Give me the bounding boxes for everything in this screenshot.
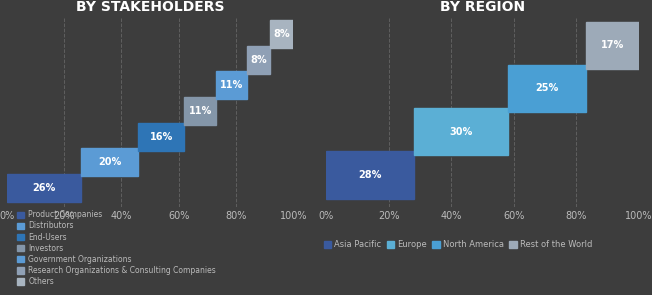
Bar [413, 108, 507, 155]
Text: 8%: 8% [250, 55, 267, 65]
Text: 11%: 11% [220, 80, 243, 90]
Bar [248, 46, 271, 74]
Bar [271, 20, 293, 48]
Bar [326, 151, 413, 199]
Text: 11%: 11% [188, 106, 212, 116]
Title: BY STAKEHOLDERS: BY STAKEHOLDERS [76, 0, 224, 14]
Text: 25%: 25% [535, 83, 558, 94]
Bar [216, 71, 248, 99]
Text: 26%: 26% [32, 183, 55, 193]
Text: 20%: 20% [98, 157, 121, 167]
Bar [507, 65, 585, 112]
Text: 28%: 28% [358, 170, 381, 180]
Legend: Asia Pacific, Europe, North America, Rest of the World: Asia Pacific, Europe, North America, Res… [323, 240, 592, 249]
Bar [81, 148, 138, 176]
Bar [7, 174, 81, 202]
Bar [585, 22, 639, 69]
Bar [185, 97, 216, 125]
Text: 8%: 8% [274, 29, 290, 39]
Title: BY REGION: BY REGION [440, 0, 525, 14]
Legend: Product Companies, Distributors, End-Users, Investors, Government Organizations,: Product Companies, Distributors, End-Use… [17, 210, 216, 286]
Text: 16%: 16% [150, 132, 173, 142]
Bar [138, 123, 185, 150]
Text: 17%: 17% [600, 40, 624, 50]
Text: 30%: 30% [449, 127, 472, 137]
